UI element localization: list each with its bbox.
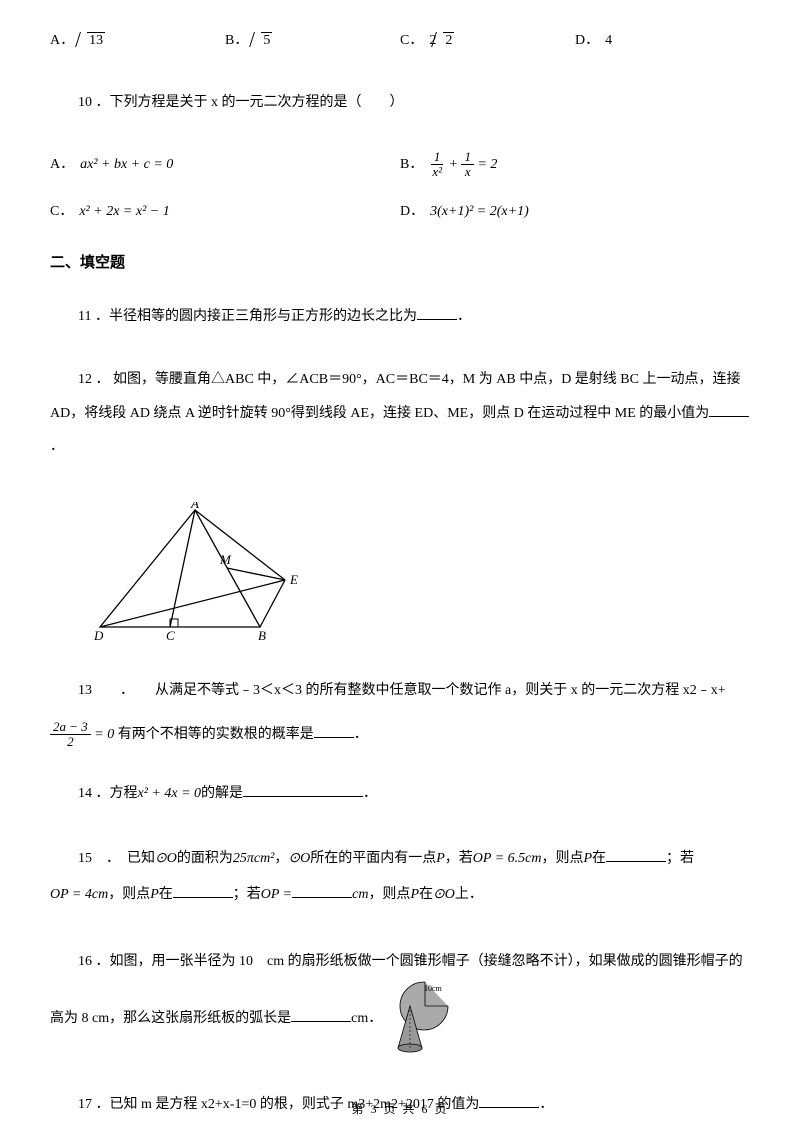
q10-opt-c: C． x² + 2x = x² − 1 <box>50 201 400 222</box>
svg-text:A: A <box>190 502 199 511</box>
section-fill-blank: 二、填空题 <box>50 252 750 275</box>
q9-opt-b: B． 5 <box>225 30 400 51</box>
q15: 15 ． 已知⊙O的面积为25πcm²，⊙O所在的平面内有一点P，若OP = 6… <box>50 841 750 914</box>
q10-opt-b: B． 1x² + 1x = 2 <box>400 150 750 180</box>
blank <box>243 783 363 797</box>
svg-text:D: D <box>93 628 104 642</box>
q16: 16 ．如图，用一张半径为 10 cm 的扇形纸板做一个圆锥形帽子（接缝忽略不计… <box>50 944 750 1058</box>
q13: 13 ． 从满足不等式﹣3＜x＜3 的所有整数中任意取一个数记作 a，则关于 x… <box>50 674 750 708</box>
blank <box>173 884 233 898</box>
blank <box>314 724 354 738</box>
q9-opt-a: A． 13 <box>50 30 225 51</box>
q12: 12 ． 如图，等腰直角△ABC 中，∠ACB＝90°，AC＝BC＝4，M 为 … <box>50 363 750 464</box>
q10-row1: A． ax² + bx + c = 0 B． 1x² + 1x = 2 <box>50 150 750 180</box>
q10-opt-d: D． 3(x+1)² = 2(x+1) <box>400 201 750 222</box>
cone-figure: 10cm <box>390 980 468 1058</box>
paren-blank: （ ） <box>348 95 404 110</box>
expr: 3(x+1)² = 2(x+1) <box>430 201 529 222</box>
blank <box>709 403 749 417</box>
q9-options: A． 13 B． 5 C． 22 D． 4 <box>50 30 750 51</box>
blank <box>417 306 457 320</box>
q10-stem: 10 ．下列方程是关于 x 的一元二次方程的是（ ） <box>50 86 750 120</box>
q10-opt-a: A． ax² + bx + c = 0 <box>50 150 400 180</box>
q9-opt-d: D． 4 <box>575 30 750 51</box>
opt-text: 4 <box>605 30 612 51</box>
q10-row2: C． x² + 2x = x² − 1 D． 3(x+1)² = 2(x+1) <box>50 201 750 222</box>
svg-text:E: E <box>289 572 298 587</box>
sqrt-5: 5 <box>254 30 272 51</box>
expr: x² + 2x = x² − 1 <box>79 201 169 222</box>
blank <box>606 848 666 862</box>
opt-label: C． <box>400 30 423 51</box>
q9-opt-c: C． 22 <box>400 30 575 51</box>
q11: 11 ．半径相等的圆内接正三角形与正方形的边长之比为． <box>50 300 750 334</box>
blank <box>291 1008 351 1022</box>
expr: ax² + bx + c = 0 <box>80 154 173 175</box>
triangle-figure: A M E D C B <box>90 502 310 642</box>
opt-label: B． <box>225 30 248 51</box>
blank <box>292 884 352 898</box>
page-footer: 第 3 页 共 6 页 <box>0 1100 800 1118</box>
opt-label: A． <box>50 30 74 51</box>
two-sqrt-2: 22 <box>429 30 454 51</box>
svg-text:10cm: 10cm <box>424 984 443 993</box>
opt-label: D． <box>575 30 599 51</box>
expr: 1x² + 1x = 2 <box>429 150 497 180</box>
svg-text:C: C <box>166 628 175 642</box>
q13-line2: 2a − 32 = 0 有两个不相等的实数根的概率是． <box>50 720 750 750</box>
frac-2a-3-over-2: 2a − 32 <box>50 720 91 750</box>
sqrt-13: 13 <box>80 30 105 51</box>
svg-text:B: B <box>258 628 266 642</box>
q14: 14 ．方程x² + 4x = 0的解是． <box>50 777 750 811</box>
svg-text:M: M <box>219 552 232 567</box>
